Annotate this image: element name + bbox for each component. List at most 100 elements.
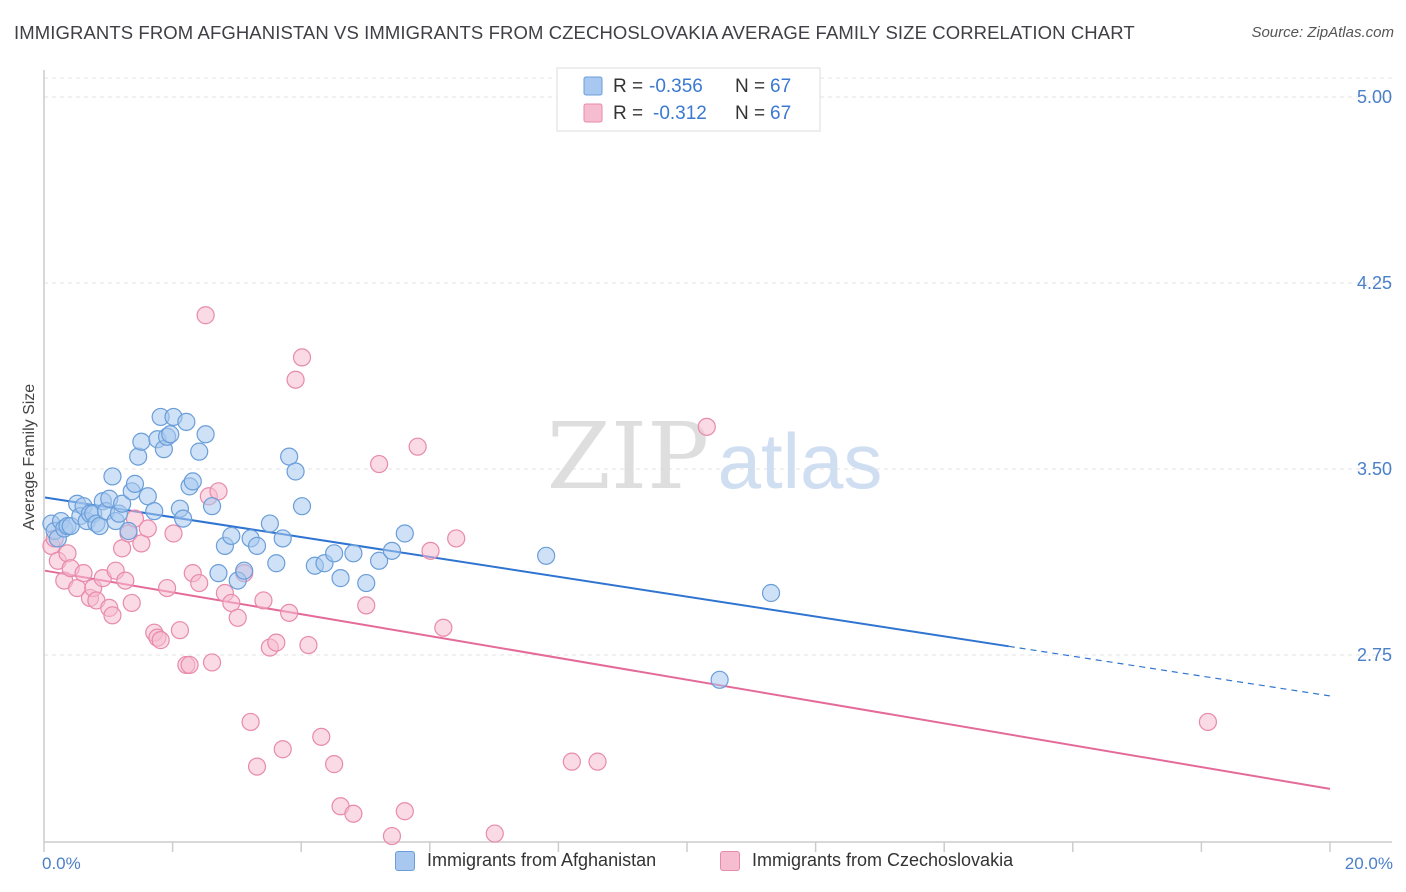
- point-czechoslovakia: [138, 519, 157, 538]
- point-czechoslovakia: [434, 618, 453, 637]
- point-afghanistan: [331, 569, 350, 588]
- point-afghanistan: [190, 442, 209, 461]
- point-czechoslovakia: [562, 752, 581, 771]
- x-tick-label-end: 20.0%: [1345, 854, 1393, 873]
- legend-r-label: R =: [613, 103, 643, 124]
- point-czechoslovakia: [267, 633, 286, 652]
- point-czechoslovakia: [1198, 712, 1218, 732]
- point-czechoslovakia: [103, 606, 122, 625]
- point-afghanistan: [273, 529, 292, 548]
- trend-line-afghanistan-extension: [1008, 645, 1331, 697]
- legend-item-afghanistan[interactable]: Immigrants from Afghanistan: [395, 850, 656, 871]
- x-tick-label-start: 0.0%: [42, 854, 81, 873]
- point-afghanistan: [119, 521, 138, 541]
- point-afghanistan: [209, 564, 228, 583]
- legend-item-czechoslovakia[interactable]: Immigrants from Czechoslovakia: [720, 850, 1013, 871]
- point-czechoslovakia: [74, 564, 93, 583]
- legend-r-label: R =: [613, 76, 643, 97]
- chart-title: IMMIGRANTS FROM AFGHANISTAN VS IMMIGRANT…: [14, 22, 1135, 43]
- legend-swatch-pink: [720, 850, 740, 871]
- point-afghanistan: [125, 474, 145, 493]
- point-afghanistan: [537, 546, 556, 565]
- point-afghanistan: [357, 573, 376, 593]
- point-czechoslovakia: [116, 571, 135, 590]
- legend-r-value: -0.312: [653, 103, 707, 124]
- point-czechoslovakia: [485, 824, 504, 843]
- point-afghanistan: [196, 425, 215, 444]
- point-afghanistan: [235, 561, 254, 580]
- y-tick-label: 3.50: [1357, 459, 1392, 479]
- point-czechoslovakia: [170, 621, 190, 640]
- watermark-atlas: atlas: [718, 417, 883, 505]
- point-afghanistan: [202, 497, 222, 516]
- point-czechoslovakia: [157, 578, 177, 598]
- y-tick-label: 5.00: [1357, 87, 1392, 107]
- point-czechoslovakia: [370, 454, 389, 474]
- point-afghanistan: [395, 524, 414, 543]
- point-czechoslovakia: [292, 348, 312, 367]
- point-afghanistan: [710, 670, 729, 689]
- legend-swatch-blue: [583, 76, 603, 96]
- point-czechoslovakia: [196, 306, 215, 325]
- point-afghanistan: [132, 432, 151, 451]
- point-czechoslovakia: [254, 591, 273, 610]
- point-czechoslovakia: [588, 752, 607, 771]
- point-czechoslovakia: [122, 593, 141, 613]
- y-tick-label: 2.75: [1357, 645, 1392, 665]
- point-afghanistan: [103, 467, 122, 486]
- legend-swatch-blue: [395, 850, 415, 871]
- legend-label-czechoslovakia: Immigrants from Czechoslovakia: [752, 850, 1014, 870]
- point-afghanistan: [247, 536, 267, 555]
- y-tick-labels: 2.75 3.50 4.25 5.00: [1357, 87, 1392, 665]
- point-czechoslovakia: [273, 740, 292, 759]
- trend-line-afghanistan: [44, 496, 1009, 648]
- legend-n-label: N =: [735, 103, 765, 124]
- point-czechoslovakia: [241, 712, 260, 732]
- point-czechoslovakia: [395, 802, 414, 821]
- point-czechoslovakia: [151, 631, 170, 650]
- point-afghanistan: [112, 494, 132, 513]
- point-afghanistan: [292, 497, 312, 516]
- point-czechoslovakia: [202, 653, 222, 672]
- point-czechoslovakia: [357, 596, 376, 615]
- point-czechoslovakia: [421, 541, 440, 560]
- axes: [43, 70, 1392, 852]
- point-czechoslovakia: [180, 655, 199, 675]
- point-czechoslovakia: [286, 370, 305, 389]
- point-afghanistan: [174, 509, 193, 528]
- legend-r-value: -0.356: [649, 76, 703, 97]
- correlation-legend: R = -0.356 N = 67 R = -0.312 N = 67: [556, 67, 821, 132]
- point-czechoslovakia: [228, 608, 247, 627]
- point-czechoslovakia: [382, 826, 402, 846]
- zipatlas-watermark: ZIP atlas: [547, 403, 882, 510]
- point-czechoslovakia: [325, 755, 344, 774]
- y-tick-label: 4.25: [1357, 273, 1392, 293]
- point-czechoslovakia: [344, 804, 363, 823]
- point-czechoslovakia: [408, 437, 427, 456]
- point-czechoslovakia: [247, 757, 267, 776]
- point-czechoslovakia: [447, 529, 466, 548]
- point-czechoslovakia: [312, 727, 331, 746]
- series-legend: Immigrants from Afghanistan Immigrants f…: [0, 850, 1406, 880]
- series-afghanistan-points: [42, 407, 781, 689]
- point-afghanistan: [344, 544, 363, 563]
- point-czechoslovakia: [164, 524, 183, 543]
- legend-n-value: 67: [770, 103, 791, 124]
- legend-n-label: N =: [735, 76, 765, 97]
- point-afghanistan: [382, 541, 402, 560]
- point-afghanistan: [325, 544, 344, 563]
- point-afghanistan: [161, 425, 180, 444]
- point-afghanistan: [761, 583, 781, 603]
- point-afghanistan: [370, 551, 389, 570]
- watermark-zip: ZIP: [547, 403, 709, 510]
- point-afghanistan: [260, 514, 279, 533]
- point-afghanistan: [129, 447, 148, 466]
- point-czechoslovakia: [280, 603, 299, 622]
- legend-label-afghanistan: Immigrants from Afghanistan: [427, 850, 657, 870]
- point-czechoslovakia: [190, 573, 209, 593]
- legend-swatch-pink: [583, 103, 603, 123]
- point-afghanistan: [286, 462, 305, 481]
- point-afghanistan: [222, 526, 241, 546]
- source-credit: Source: ZipAtlas.com: [1251, 24, 1394, 41]
